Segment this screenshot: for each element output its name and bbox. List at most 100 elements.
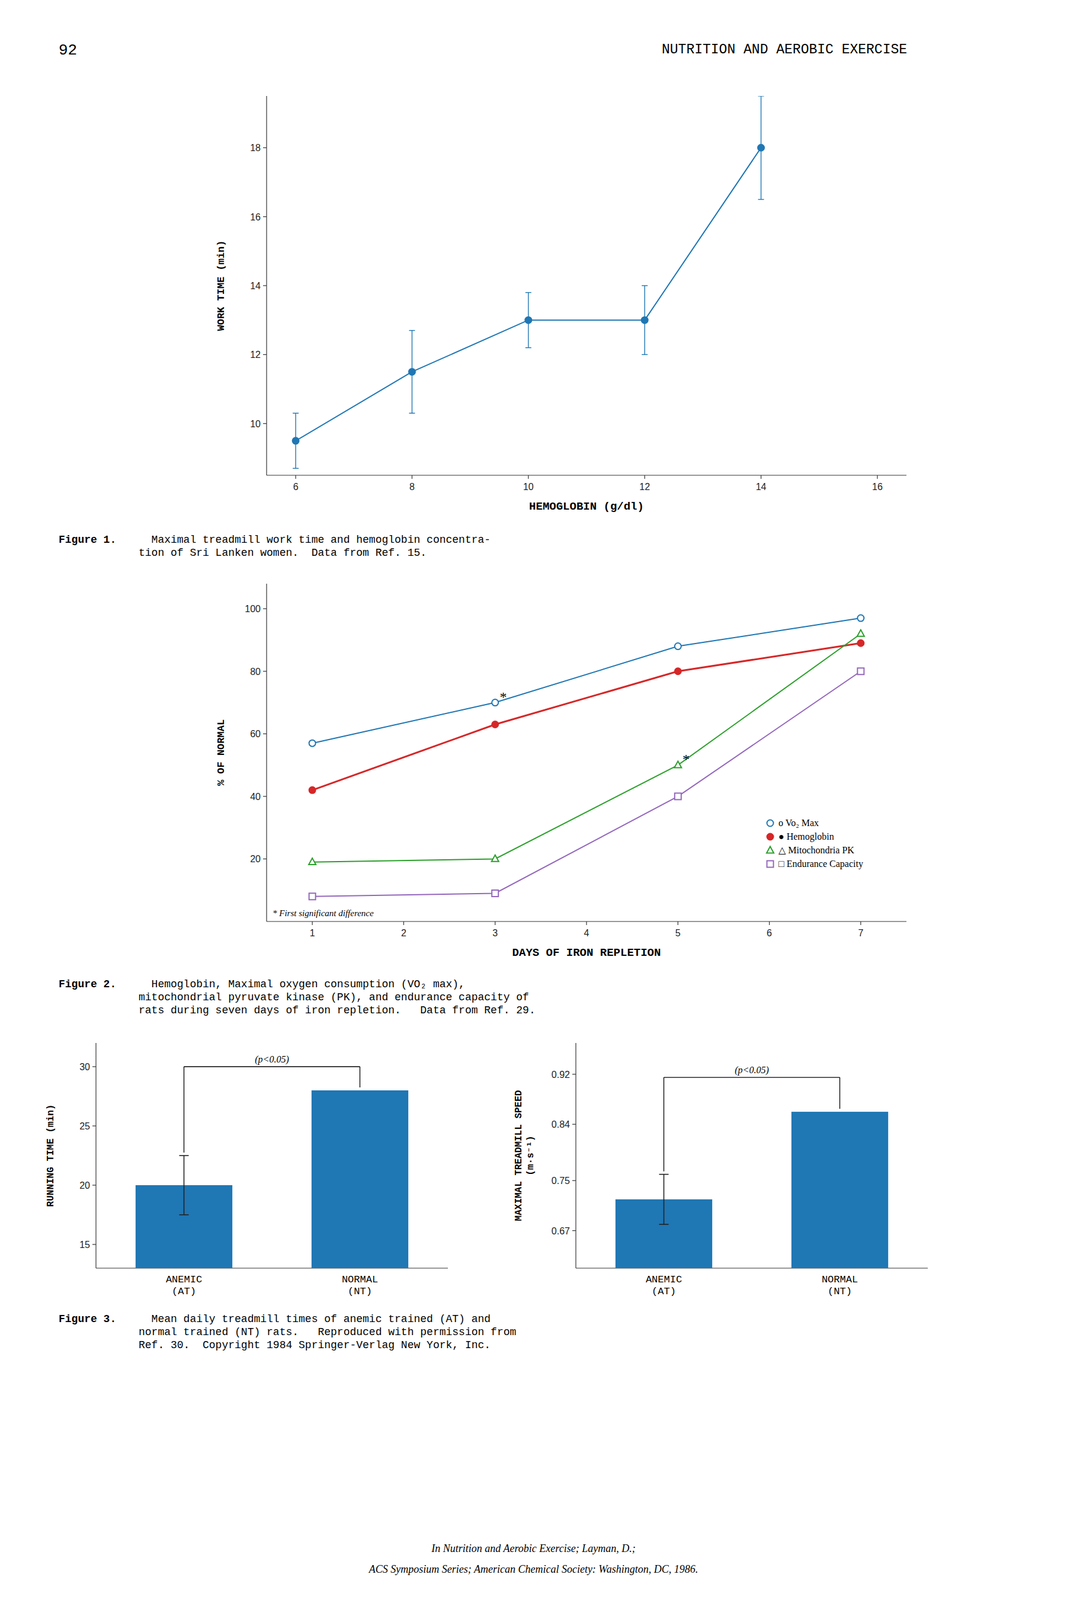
x-tick <box>585 921 587 925</box>
x-tick-label: 3 <box>492 927 498 938</box>
y-tick <box>263 795 267 797</box>
data-point <box>674 667 682 675</box>
chart-line: 68101214161012141618HEMOGLOBIN (g/dl)WOR… <box>215 95 907 514</box>
y-axis-label: RUNNING TIME (min) <box>45 1104 57 1207</box>
text-line: normal trained (NT) rats. Reproduced wit… <box>138 1325 517 1338</box>
y-axis-line <box>266 583 267 922</box>
chart-line: 123456720406080100DAYS OF IRON REPLETION… <box>215 583 907 960</box>
y-tick <box>92 1065 96 1067</box>
bar <box>311 1090 409 1268</box>
text-line: MAXIMAL TREADMILL SPEED <box>513 1090 525 1222</box>
legend-marker <box>767 860 774 868</box>
y-tick-label: 40 <box>250 791 261 802</box>
data-point <box>674 642 682 650</box>
error-cap <box>641 354 648 355</box>
y-tick <box>92 1125 96 1126</box>
x-tick-label: 5 <box>675 927 681 938</box>
error-stem <box>663 1174 665 1224</box>
data-point <box>857 629 865 637</box>
caption-text: Hemoglobin, Maximal oxygen consumption (… <box>138 978 536 1017</box>
page: 92NUTRITION AND AEROBIC EXERCISE68101214… <box>0 0 1067 1600</box>
y-tick <box>263 608 267 610</box>
y-tick <box>263 423 267 424</box>
y-tick <box>572 1073 576 1075</box>
series-line <box>295 147 761 441</box>
x-axis-label: DAYS OF IRON REPLETION <box>512 946 662 960</box>
bracket-leg <box>183 1066 185 1153</box>
bracket-line <box>664 1076 841 1078</box>
error-cap <box>525 347 532 348</box>
y-tick <box>572 1229 576 1231</box>
data-point <box>757 144 765 152</box>
annotation-star: * <box>682 751 690 767</box>
y-tick-label: 20 <box>79 1180 91 1191</box>
data-point <box>674 761 682 768</box>
y-tick <box>572 1123 576 1125</box>
plot-area <box>292 95 765 469</box>
error-bar <box>408 330 415 414</box>
plot-area <box>308 614 865 900</box>
y-tick-label: 80 <box>250 666 261 677</box>
error-bar <box>292 412 299 469</box>
page-number: 92 <box>58 41 78 60</box>
series-line <box>312 617 861 743</box>
text-line: Maximal treadmill work time and hemoglob… <box>138 533 491 546</box>
y-tick <box>263 858 267 860</box>
x-tick-label: 2 <box>401 927 407 938</box>
data-point <box>491 889 499 897</box>
x-tick-label: 1 <box>309 927 316 938</box>
bracket-leg <box>359 1066 361 1088</box>
x-tick-label: 14 <box>755 481 767 492</box>
y-tick <box>572 1180 576 1181</box>
error-bar <box>659 1174 669 1224</box>
page-footer: In Nutrition and Aerobic Exercise; Layma… <box>430 1542 636 1554</box>
x-tick <box>403 921 405 925</box>
legend-label: o Vo₂ Max <box>778 817 819 828</box>
x-tick <box>677 921 679 925</box>
error-cap <box>292 412 299 414</box>
data-point <box>857 639 864 647</box>
x-tick-label: NORMAL(NT) <box>821 1273 858 1297</box>
x-axis-line <box>266 474 907 476</box>
annotation-star: * <box>499 689 507 705</box>
x-tick-label: 12 <box>639 481 650 492</box>
error-cap <box>408 329 415 331</box>
data-point <box>491 699 499 706</box>
data-point <box>674 792 682 800</box>
error-cap <box>179 1154 189 1156</box>
legend-label: △ Mitochondria PK <box>778 844 855 855</box>
y-axis-line <box>575 1042 576 1268</box>
legend-label: □ Endurance Capacity <box>778 858 864 870</box>
y-tick-label: 14 <box>250 280 261 291</box>
bracket-line <box>184 1065 361 1067</box>
y-tick-label: 0.84 <box>551 1119 570 1130</box>
text-line: Hemoglobin, Maximal oxygen consumption (… <box>138 978 466 990</box>
x-tick-label: 6 <box>766 927 772 938</box>
data-point <box>309 786 316 794</box>
x-tick <box>527 475 529 479</box>
data-point <box>491 721 499 728</box>
error-bar <box>179 1155 189 1215</box>
caption-label: Figure 2. <box>58 978 117 990</box>
chart-bar: 0.670.750.840.92MAXIMAL TREADMILL SPEED(… <box>513 1042 928 1600</box>
bar <box>791 1111 889 1268</box>
caption-label: Figure 1. <box>58 533 117 546</box>
data-point <box>491 854 499 862</box>
x-axis-label: HEMOGLOBIN (g/dl) <box>529 500 644 514</box>
y-tick-label: 20 <box>250 853 261 864</box>
error-cap <box>758 199 765 200</box>
x-tick <box>760 475 762 479</box>
y-tick-label: 15 <box>79 1239 91 1250</box>
x-tick-label: 10 <box>523 481 534 492</box>
x-tick <box>312 921 313 925</box>
annotation-note: * First significant difference <box>272 908 374 918</box>
error-cap <box>659 1223 669 1225</box>
error-cap <box>641 284 648 286</box>
y-tick-label: 12 <box>250 349 261 360</box>
data-point <box>641 316 649 324</box>
text-line: NORMAL <box>821 1273 858 1286</box>
text-line: mitochondrial pyruvate kinase (PK), and … <box>138 991 530 1004</box>
error-cap <box>292 468 299 469</box>
text-line: (m·s⁻¹) <box>525 1135 537 1175</box>
y-tick-label: 0.67 <box>551 1225 570 1236</box>
